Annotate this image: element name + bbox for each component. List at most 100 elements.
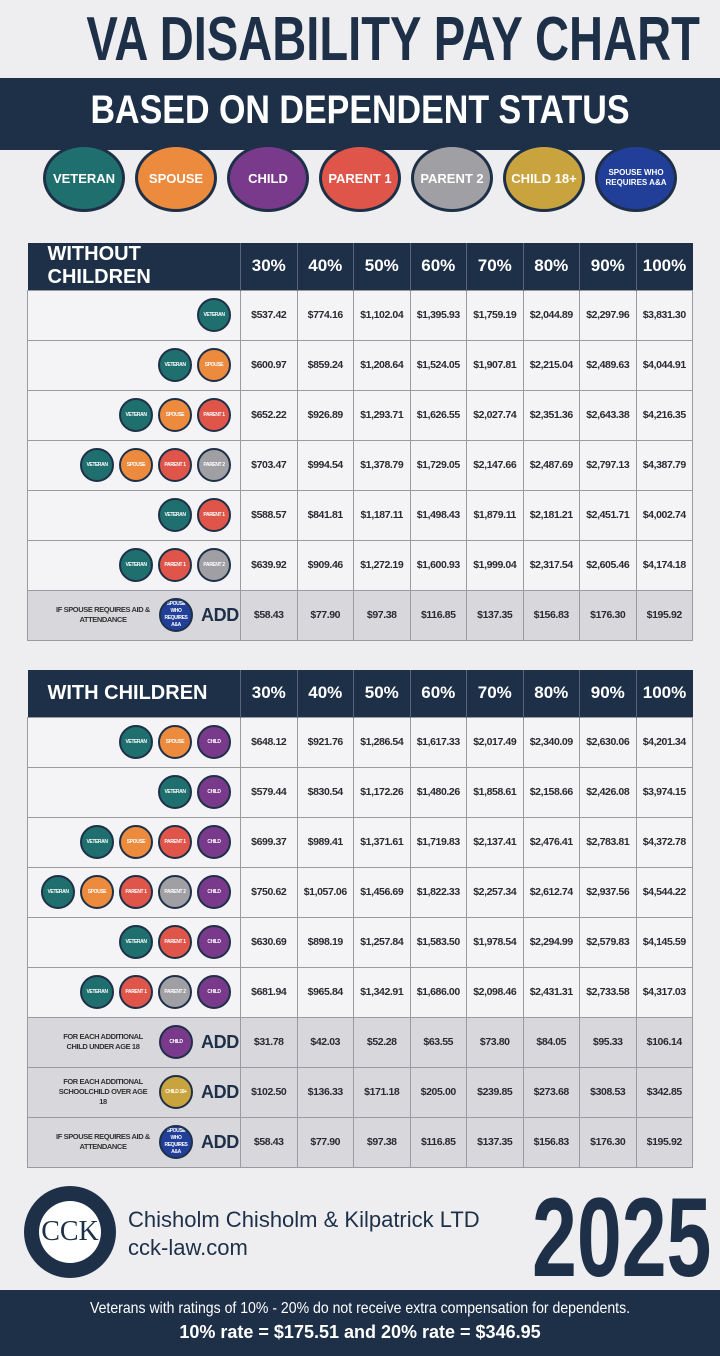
row-label: VETERAN PARENT 1 PARENT 2 xyxy=(27,539,241,591)
rate-cell: $909.46 xyxy=(296,539,354,591)
child-icon: CHILD xyxy=(197,725,231,759)
child-icon: CHILD xyxy=(197,925,231,959)
row-label: VETERAN SPOUSE PARENT 1 CHILD xyxy=(27,816,241,868)
rate-cell: $648.12 xyxy=(240,716,298,768)
rate-cell: $989.41 xyxy=(296,816,354,868)
rate-cell: $2,630.06 xyxy=(579,716,637,768)
firm-name: Chisholm Chisholm & Kilpatrick LTD xyxy=(128,1207,480,1232)
rate-cell: $1,879.11 xyxy=(466,489,524,541)
subtitle-band xyxy=(0,78,720,150)
rate-cell: $136.33 xyxy=(296,1066,354,1118)
column-header: 70% xyxy=(466,243,523,290)
rate-cell: $4,216.35 xyxy=(635,389,693,441)
rate-cell: $2,426.08 xyxy=(579,766,637,818)
row-label: FOR EACH ADDITIONAL SCHOOLCHILD OVER AGE… xyxy=(27,1066,241,1118)
row-label: FOR EACH ADDITIONAL CHILD UNDER AGE 18 CH… xyxy=(27,1016,241,1068)
rate-cell: $342.85 xyxy=(635,1066,693,1118)
rate-cell: $77.90 xyxy=(296,589,354,641)
rate-cell: $1,342.91 xyxy=(353,966,411,1018)
rate-cell: $2,340.09 xyxy=(522,716,580,768)
column-header: 30% xyxy=(240,243,297,290)
row-label: VETERAN CHILD xyxy=(27,766,241,818)
parent1-icon: PARENT 1 xyxy=(119,975,153,1009)
rate-cell: $171.18 xyxy=(353,1066,411,1118)
rate-cell: $2,487.69 xyxy=(522,439,580,491)
column-header: 100% xyxy=(635,243,693,290)
rate-cell: $1,187.11 xyxy=(353,489,411,541)
rate-cell: $2,017.49 xyxy=(466,716,524,768)
table-without-children: WITHOUT CHILDREN 30% 40% 50% 60% 70% 80% 90% 100… xyxy=(27,243,693,641)
parent1-icon: PARENT 1 xyxy=(158,448,192,482)
column-header: 100% xyxy=(635,670,693,717)
veteran-icon: VETERAN xyxy=(119,548,153,582)
row-label: VETERAN xyxy=(27,289,241,341)
rate-cell: $58.43 xyxy=(240,1116,298,1168)
row-label: IF SPOUSE REQUIRES AID & ATTENDANCE SPOUS… xyxy=(27,589,241,641)
row-label: VETERAN SPOUSE xyxy=(27,339,241,391)
rate-cell: $31.78 xyxy=(240,1016,298,1068)
veteran-icon: VETERAN xyxy=(119,925,153,959)
rate-cell: $579.44 xyxy=(240,766,298,818)
add-row: IF SPOUSE REQUIRES AID & ATTENDANCE SPOUS… xyxy=(27,589,693,641)
table-row: VETERAN CHILD $579.44 $830.54 $1,172.26 $1,48… xyxy=(27,766,693,818)
rate-cell: $2,797.13 xyxy=(579,439,637,491)
rate-cell: $4,317.03 xyxy=(635,966,693,1018)
table-heading: WITH CHILDREN xyxy=(27,670,241,717)
rate-cell: $600.97 xyxy=(240,339,298,391)
rate-cell: $2,147.66 xyxy=(466,439,524,491)
legend-child-icon: CHILD xyxy=(227,144,309,212)
rate-cell: $2,733.58 xyxy=(579,966,637,1018)
veteran-icon: VETERAN xyxy=(158,348,192,382)
rate-cell: $830.54 xyxy=(296,766,354,818)
rate-cell: $4,201.34 xyxy=(635,716,693,768)
column-header: 70% xyxy=(466,670,523,717)
rate-cell: $774.16 xyxy=(296,289,354,341)
rate-cell: $116.85 xyxy=(409,589,467,641)
veteran-icon: VETERAN xyxy=(41,875,75,909)
table-row: VETERAN $537.42 $774.16 $1,102.04 $1,395.93 $… xyxy=(27,289,693,341)
rate-cell: $58.43 xyxy=(240,589,298,641)
rate-cell: $1,729.05 xyxy=(409,439,467,491)
rate-cell: $1,822.33 xyxy=(409,866,467,918)
rate-cell: $2,297.96 xyxy=(579,289,637,341)
add-label: IF SPOUSE REQUIRES AID & ATTENDANCE SPOUS… xyxy=(28,1125,239,1159)
legend-spouse-icon: SPOUSE xyxy=(135,144,217,212)
veteran-icon: VETERAN xyxy=(119,725,153,759)
rate-cell: $1,286.54 xyxy=(353,716,411,768)
rate-cell: $1,480.26 xyxy=(409,766,467,818)
rate-cell: $4,387.79 xyxy=(635,439,693,491)
column-header: 50% xyxy=(353,670,410,717)
rate-cell: $42.03 xyxy=(296,1016,354,1068)
veteran-icon: VETERAN xyxy=(158,775,192,809)
rate-cell: $2,431.31 xyxy=(522,966,580,1018)
parent1-icon: PARENT 1 xyxy=(197,498,231,532)
table-row: VETERAN PARENT 1 PARENT 2 CHILD $681.94 $965.… xyxy=(27,966,693,1018)
rate-cell: $841.81 xyxy=(296,489,354,541)
table-row: VETERAN PARENT 1 $588.57 $841.81 $1,187.11 $1… xyxy=(27,489,693,541)
table-row: VETERAN SPOUSE PARENT 1 CHILD $699.37 $989.41… xyxy=(27,816,693,868)
add-label: FOR EACH ADDITIONAL CHILD UNDER AGE 18 CH… xyxy=(28,1025,239,1059)
column-header: 40% xyxy=(296,670,354,717)
legend-aa-icon: SPOUSE WHO REQUIRES A&A xyxy=(595,144,677,212)
rate-cell: $84.05 xyxy=(522,1016,580,1068)
rate-cell: $898.19 xyxy=(296,916,354,968)
veteran-icon: VETERAN xyxy=(158,498,192,532)
table-row: VETERAN PARENT 1 CHILD $630.69 $898.19 $1,257… xyxy=(27,916,693,968)
rate-cell: $750.62 xyxy=(240,866,298,918)
firm-url[interactable]: cck-law.com xyxy=(128,1235,248,1260)
rate-cell: $1,858.61 xyxy=(466,766,524,818)
child-icon: CHILD xyxy=(197,775,231,809)
parent1-icon: PARENT 1 xyxy=(158,925,192,959)
rate-cell: $703.47 xyxy=(240,439,298,491)
rate-cell: $4,372.78 xyxy=(635,816,693,868)
table-row: VETERAN SPOUSE PARENT 1 $652.22 $926.89 $1,29… xyxy=(27,389,693,441)
rate-cell: $639.92 xyxy=(240,539,298,591)
rate-cell: $2,317.54 xyxy=(522,539,580,591)
rate-cell: $2,643.38 xyxy=(579,389,637,441)
rate-cell: $63.55 xyxy=(409,1016,467,1068)
add-word: ADD xyxy=(201,1131,239,1152)
legend: VETERAN SPOUSE CHILD PARENT 1 PARENT 2 CHILD … xyxy=(0,144,720,212)
rate-cell: $1,600.93 xyxy=(409,539,467,591)
rate-cell: $1,456.69 xyxy=(353,866,411,918)
rate-cell: $1,257.84 xyxy=(353,916,411,968)
